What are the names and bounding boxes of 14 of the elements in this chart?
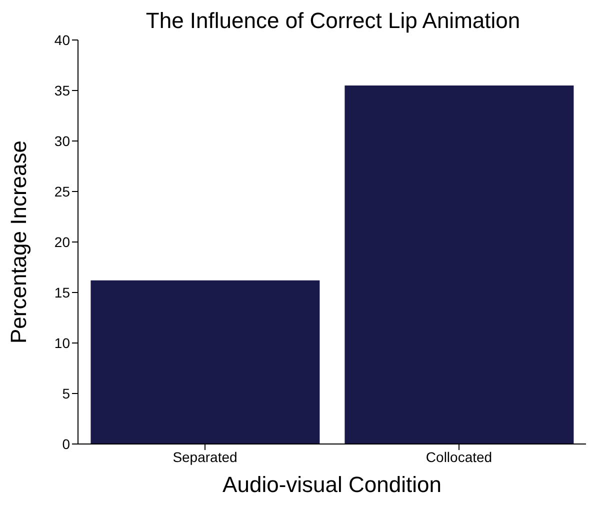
x-tick-label: Separated (172, 448, 238, 465)
y-tick-label: 30 (54, 132, 70, 149)
chart-title: The Influence of Correct Lip Animation (146, 8, 520, 33)
y-tick-label: 35 (54, 82, 70, 98)
y-tick-label: 25 (54, 183, 70, 200)
y-tick-label: 40 (54, 32, 70, 48)
y-tick-label: 0 (62, 436, 70, 452)
x-tick-label: Collocated (426, 448, 492, 465)
y-tick-label: 10 (54, 334, 70, 351)
y-tick-label: 20 (54, 234, 70, 250)
y-axis-title: Percentage Increase (6, 140, 31, 344)
y-tick-label: 5 (62, 385, 70, 402)
x-axis-title: Audio-visual Condition (222, 472, 442, 497)
y-tick-label: 15 (54, 284, 70, 300)
